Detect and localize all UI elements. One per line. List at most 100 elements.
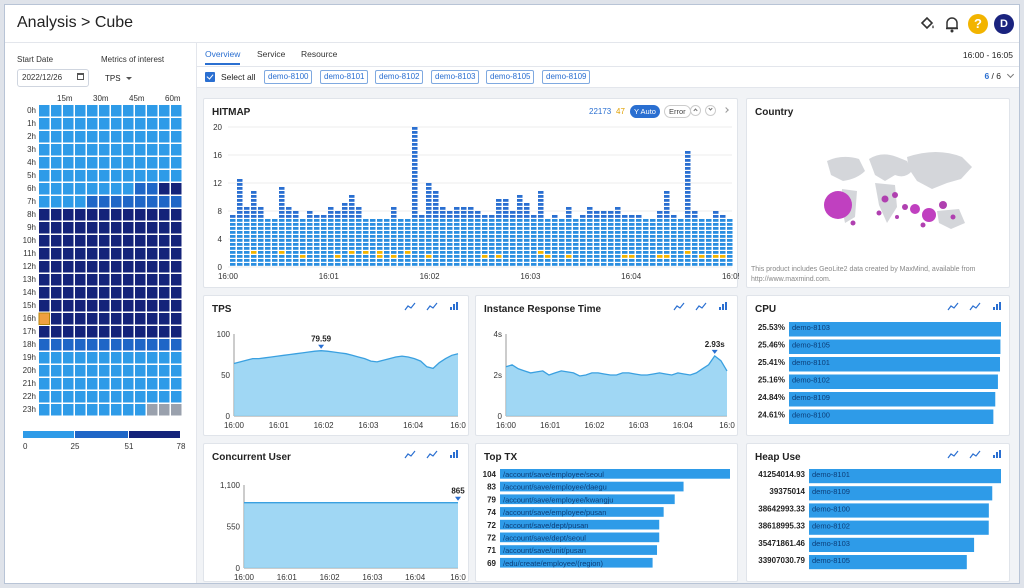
heatmap-cell[interactable] — [87, 222, 98, 234]
map-bubble[interactable] — [850, 220, 856, 226]
heatmap-cell[interactable] — [87, 144, 98, 156]
heatmap-cell[interactable] — [51, 313, 62, 325]
map-bubble[interactable] — [895, 215, 899, 219]
bar-chart-icon[interactable] — [722, 304, 724, 310]
heatmap-cell[interactable] — [39, 196, 50, 208]
heatmap-cell[interactable] — [99, 157, 110, 169]
heatmap-cell[interactable] — [123, 248, 134, 260]
heatmap-cell[interactable] — [87, 339, 98, 351]
heatmap-cell[interactable] — [63, 196, 74, 208]
heatmap-cell[interactable] — [99, 248, 110, 260]
heatmap-cell[interactable] — [87, 118, 98, 130]
heatmap-cell[interactable] — [39, 404, 50, 416]
heatmap-cell[interactable] — [51, 222, 62, 234]
trend-line-icon[interactable] — [673, 302, 685, 311]
heatmap-cell[interactable] — [63, 222, 74, 234]
bar-chart-icon[interactable] — [993, 307, 995, 310]
bar-chart-icon[interactable] — [999, 302, 1001, 310]
heatmap-cell[interactable] — [111, 222, 122, 234]
heatmap-cell[interactable] — [63, 404, 74, 416]
heatmap-cell[interactable] — [99, 404, 110, 416]
bar[interactable] — [789, 339, 1001, 355]
heatmap-cell[interactable] — [147, 352, 158, 364]
heatmap-cell[interactable] — [51, 131, 62, 143]
heatmap-cell[interactable] — [159, 157, 170, 169]
heatmap-cell[interactable] — [135, 365, 146, 377]
heatmap-cell[interactable] — [63, 352, 74, 364]
bell-icon[interactable] — [942, 14, 962, 34]
heatmap-cell[interactable] — [39, 144, 50, 156]
heatmap-cell[interactable] — [123, 131, 134, 143]
heatmap-cell[interactable] — [87, 235, 98, 247]
heatmap-cell[interactable] — [51, 261, 62, 273]
heatmap-cell[interactable] — [51, 183, 62, 195]
trend-line-icon[interactable] — [404, 302, 416, 311]
map-bubble[interactable] — [910, 204, 920, 214]
heatmap-cell[interactable] — [51, 170, 62, 182]
heatmap-cell[interactable] — [87, 196, 98, 208]
heatmap-cell[interactable] — [87, 378, 98, 390]
heatmap-cell[interactable] — [39, 209, 50, 221]
heatmap-cell[interactable] — [63, 326, 74, 338]
heatmap-cell[interactable] — [87, 404, 98, 416]
heatmap-cell[interactable] — [171, 274, 182, 286]
heatmap-cell[interactable] — [123, 170, 134, 182]
bar[interactable] — [500, 519, 660, 530]
heatmap-cell[interactable] — [147, 144, 158, 156]
heatmap-cell[interactable] — [111, 313, 122, 325]
heatmap-cell[interactable] — [135, 404, 146, 416]
heatmap-cell[interactable] — [159, 131, 170, 143]
compare-icon[interactable] — [426, 302, 438, 311]
heatmap-cell[interactable] — [159, 404, 170, 416]
heatmap-cell[interactable] — [171, 209, 182, 221]
heatmap-cell[interactable] — [51, 157, 62, 169]
map-bubble[interactable] — [876, 210, 882, 216]
heatmap-cell[interactable] — [147, 105, 158, 117]
heatmap-cell[interactable] — [75, 131, 86, 143]
heatmap-cell[interactable] — [135, 287, 146, 299]
bar[interactable] — [809, 503, 989, 518]
heatmap-cell[interactable] — [135, 209, 146, 221]
bar-chart-icon[interactable] — [456, 302, 458, 310]
heatmap-cell[interactable] — [87, 209, 98, 221]
chevron-down-icon[interactable] — [1006, 70, 1015, 79]
heatmap-cell[interactable] — [111, 183, 122, 195]
instance-count[interactable]: 6 / 6 — [984, 71, 1001, 81]
heatmap-cell[interactable] — [75, 144, 86, 156]
heatmap-cell[interactable] — [111, 365, 122, 377]
bar[interactable] — [500, 532, 660, 543]
heatmap-cell[interactable] — [159, 261, 170, 273]
heatmap-cell[interactable] — [147, 209, 158, 221]
heatmap-cell[interactable] — [39, 105, 50, 117]
heatmap-cell[interactable] — [99, 326, 110, 338]
heatmap-cell[interactable] — [63, 118, 74, 130]
heatmap-cell[interactable] — [51, 105, 62, 117]
heatmap-cell[interactable] — [147, 391, 158, 403]
heatmap-cell[interactable] — [51, 248, 62, 260]
heatmap-cell[interactable] — [99, 287, 110, 299]
heatmap-cell[interactable] — [87, 365, 98, 377]
heatmap-cell[interactable] — [99, 196, 110, 208]
heatmap-cell[interactable] — [135, 300, 146, 312]
bar[interactable] — [500, 545, 658, 555]
heatmap-cell[interactable] — [75, 365, 86, 377]
heatmap-cell[interactable] — [159, 326, 170, 338]
heatmap-cell[interactable] — [147, 118, 158, 130]
heatmap-cell[interactable] — [63, 391, 74, 403]
heatmap-cell[interactable] — [111, 287, 122, 299]
heatmap-cell[interactable] — [63, 378, 74, 390]
compare-icon[interactable] — [969, 302, 981, 311]
heatmap-cell[interactable] — [99, 170, 110, 182]
heatmap-cell[interactable] — [135, 157, 146, 169]
heatmap-cell[interactable] — [111, 105, 122, 117]
heatmap-cell[interactable] — [99, 144, 110, 156]
heatmap-cell[interactable] — [159, 339, 170, 351]
heatmap-cell[interactable] — [123, 352, 134, 364]
scroll-down-button[interactable] — [705, 105, 716, 116]
heatmap-cell[interactable] — [111, 339, 122, 351]
heatmap-cell[interactable] — [51, 196, 62, 208]
heatmap-cell[interactable] — [159, 300, 170, 312]
heatmap-cell[interactable] — [147, 248, 158, 260]
heatmap-cell[interactable] — [111, 274, 122, 286]
